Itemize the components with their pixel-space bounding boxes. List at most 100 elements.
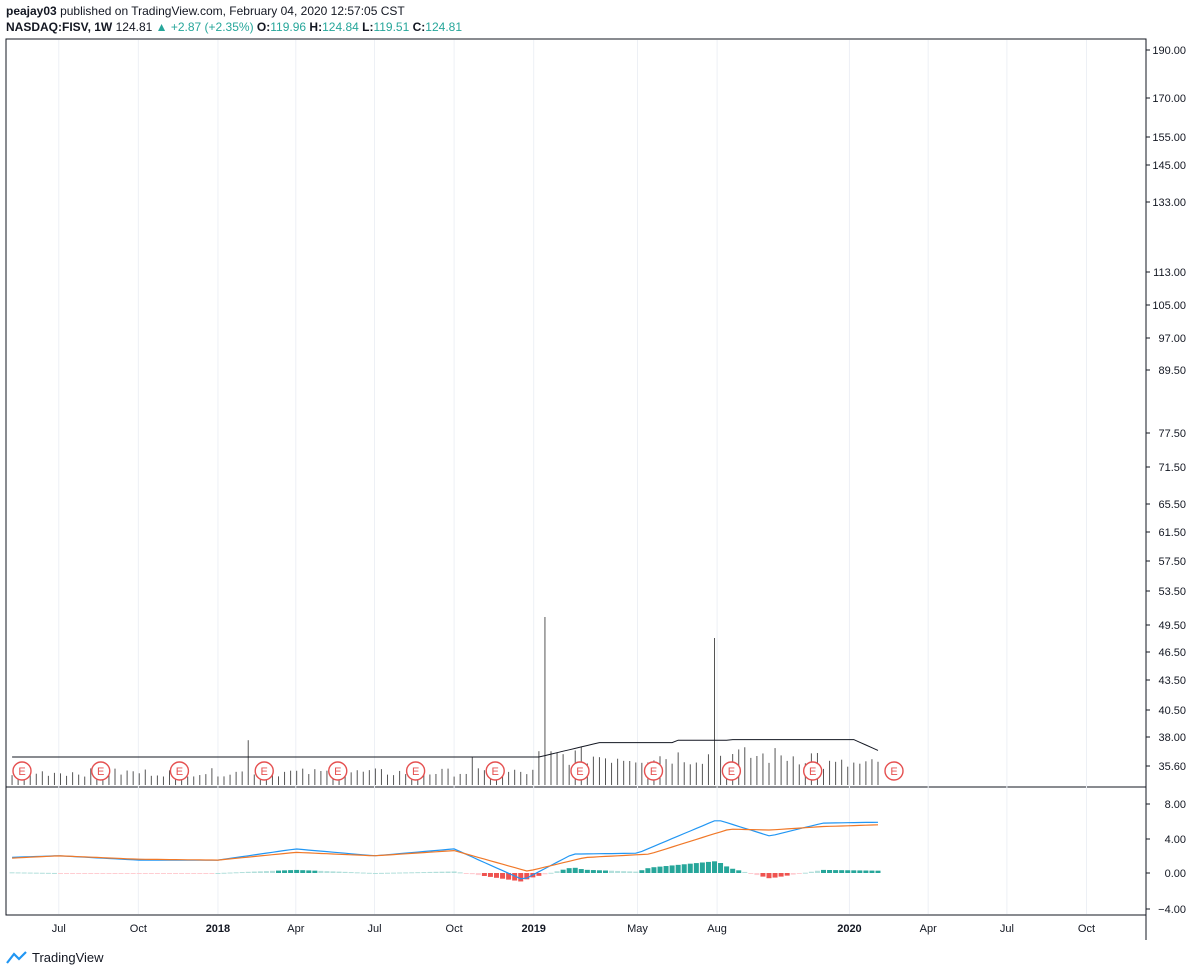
earnings-marker-label: E [97, 766, 104, 778]
macd-histogram-bar [173, 873, 179, 874]
macd-histogram-bar [748, 873, 754, 874]
macd-histogram-bar [348, 872, 354, 874]
time-axis-label: Jul [1000, 923, 1014, 935]
macd-histogram-bar [500, 873, 506, 879]
macd-histogram-bar [378, 872, 384, 874]
high-value: 124.84 [322, 20, 359, 34]
macd-histogram-bar [778, 873, 784, 877]
macd-histogram-bar [475, 873, 481, 876]
earnings-marker-circle [12, 761, 32, 781]
macd-histogram-bar [560, 869, 566, 873]
close-value: 124.81 [425, 20, 462, 34]
price-axis-label: 105.00 [1152, 300, 1186, 312]
earnings-marker[interactable]: E [328, 761, 348, 781]
macd-histogram-bar [421, 872, 427, 874]
symbol-title[interactable]: NASDAQ:FISV, 1W [6, 20, 113, 34]
macd-histogram-bar [675, 864, 681, 873]
earnings-marker[interactable]: E [405, 761, 426, 781]
macd-histogram-bar [821, 869, 826, 873]
macd-histogram-bar [681, 864, 687, 873]
earnings-marker-circle [405, 761, 426, 781]
price-axis-label: 61.50 [1158, 527, 1186, 539]
macd-histogram-bar [506, 873, 512, 880]
earnings-marker[interactable]: E [12, 761, 32, 781]
macd-histogram-bar [536, 873, 542, 876]
macd-histogram-bar [724, 866, 730, 873]
earnings-marker-circle [643, 761, 664, 781]
brand-footer[interactable]: TradingView [6, 950, 104, 965]
price-axis-label: 133.00 [1152, 197, 1186, 209]
high-label: H: [309, 20, 323, 34]
macd-histogram-bar [33, 872, 39, 874]
macd-axis-label: 0.00 [1165, 868, 1186, 880]
macd-histogram-bar [209, 873, 215, 874]
macd-histogram-bar [112, 873, 118, 874]
macd-histogram-bar [518, 873, 524, 882]
macd-histogram-bar [269, 870, 275, 873]
macd-histogram-bar [221, 872, 227, 874]
macd-histogram-bar [596, 870, 602, 873]
earnings-marker[interactable]: E [643, 761, 664, 781]
macd-histogram-bar [627, 871, 633, 873]
macd-histogram-bar [712, 861, 717, 873]
macd-histogram-bar [94, 873, 100, 874]
earnings-marker[interactable]: E [91, 761, 111, 781]
macd-histogram-bar [639, 870, 645, 873]
macd-histogram-bar [754, 873, 760, 876]
macd-histogram-bar [542, 873, 548, 875]
price-axis-label: 170.00 [1152, 93, 1186, 105]
price-axis-label: 53.50 [1158, 586, 1186, 598]
macd-histogram-bar [148, 873, 154, 874]
earnings-marker[interactable]: E [485, 761, 505, 781]
macd-histogram-bar [306, 870, 312, 873]
macd-histogram-bar [766, 873, 772, 879]
macd-histogram-bar [336, 871, 342, 873]
macd-histogram-bar [584, 869, 590, 873]
open-label: O: [256, 20, 271, 34]
macd-histogram-bar [463, 873, 469, 874]
price-axis-label: 43.50 [1158, 675, 1186, 687]
earnings-marker-label: E [650, 766, 657, 778]
volume-moving-average [12, 739, 879, 758]
macd-histogram-bar [457, 872, 463, 874]
price-axis-label: 113.00 [1153, 267, 1186, 279]
macd-histogram-bar [282, 870, 288, 873]
earnings-marker[interactable]: E [254, 761, 274, 781]
macd-histogram-bar [106, 873, 112, 874]
earnings-marker[interactable]: E [721, 761, 742, 781]
earnings-marker-circle [328, 761, 348, 781]
earnings-marker[interactable]: E [884, 761, 904, 781]
macd-histogram-bar [58, 873, 63, 874]
time-axis-label: 2020 [837, 923, 861, 935]
macd-histogram-bar [621, 871, 627, 873]
macd-histogram-bar [251, 871, 257, 873]
macd-histogram-bar [391, 872, 397, 874]
macd-histogram-bar [154, 873, 160, 874]
macd-histogram-bar [687, 863, 693, 873]
earnings-marker[interactable]: E [169, 761, 190, 781]
macd-histogram-bar [179, 873, 185, 874]
macd-histogram-bar [167, 873, 172, 874]
macd-histogram-bar [512, 873, 518, 881]
time-axis-label: Jul [52, 923, 66, 935]
earnings-marker-label: E [18, 766, 25, 778]
macd-histogram-bar [288, 870, 294, 873]
macd-histogram-bar [566, 868, 572, 873]
macd-histogram-bar [318, 870, 324, 873]
earnings-marker-label: E [576, 766, 583, 778]
earnings-marker[interactable]: E [570, 761, 590, 781]
macd-histogram-bar [21, 872, 27, 874]
earnings-marker-label: E [412, 766, 419, 778]
macd-histogram-bar [693, 863, 699, 873]
macd-histogram-bar [572, 867, 578, 873]
author-name[interactable]: peajay03 [6, 4, 57, 18]
earnings-marker-label: E [890, 766, 897, 778]
macd-histogram-bar [330, 871, 336, 873]
macd-histogram-bar [796, 873, 802, 874]
macd-histogram-bar [245, 871, 251, 873]
macd-histogram-bar [372, 872, 378, 874]
earnings-marker[interactable]: E [802, 761, 823, 781]
macd-histogram-bar [239, 872, 245, 874]
macd-histogram-bar [76, 873, 82, 874]
